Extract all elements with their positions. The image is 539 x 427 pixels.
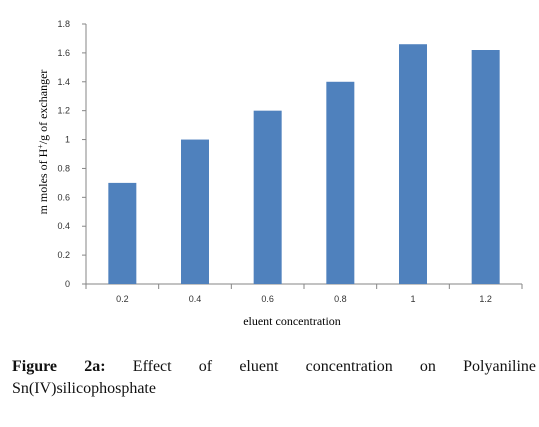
y-tick-label: 0.6 <box>57 192 70 202</box>
x-tick-label: 0.2 <box>116 294 129 304</box>
y-tick-label: 0.8 <box>57 163 70 173</box>
bar-0.6 <box>253 110 282 285</box>
x-axis-title: eluent concentration <box>243 314 341 328</box>
bar-1.2 <box>471 50 500 284</box>
x-axis-ticks: 0.2 0.4 0.6 0.8 1 1.2 <box>85 284 523 304</box>
bar-0.4 <box>181 139 209 284</box>
bar-chart: 0 0.2 0.4 0.6 0.8 1 1.2 1.4 1.6 1.8 0.2 0.4 0.6 0.8 1… <box>36 19 523 328</box>
caption-text-2: Sn(IV)silicophosphate <box>12 380 156 397</box>
y-tick-label: 0.4 <box>57 221 70 231</box>
x-tick-label: 0.6 <box>261 294 274 304</box>
y-tick-label: 1.8 <box>57 19 70 29</box>
bar-0.2 <box>108 182 137 284</box>
bar-0.8 <box>326 81 355 285</box>
y-tick-label: 1.2 <box>57 106 70 116</box>
x-tick-label: 1.2 <box>479 294 492 304</box>
y-tick-label: 1 <box>65 135 70 145</box>
y-tick-label: 1.6 <box>57 48 70 58</box>
caption-label: Figure 2a: <box>12 358 106 375</box>
y-tick-label: 0.2 <box>57 250 70 260</box>
y-axis-title: m moles of H+/g of exchanger <box>36 70 50 215</box>
x-tick-label: 1 <box>410 294 415 304</box>
y-tick-label: 1.4 <box>57 77 70 87</box>
bar-1 <box>399 44 427 284</box>
y-tick-label: 0 <box>65 279 70 289</box>
x-tick-label: 0.4 <box>189 294 202 304</box>
caption-text-1: Effect of eluent concentration on Polyan… <box>132 358 537 375</box>
caption-line-1: Figure 2a: Effect of eluent concentratio… <box>12 356 536 378</box>
figure-caption: Figure 2a: Effect of eluent concentratio… <box>12 356 536 400</box>
x-tick-label: 0.8 <box>334 294 347 304</box>
bars <box>108 44 500 285</box>
y-axis-ticks: 0 0.2 0.4 0.6 0.8 1 1.2 1.4 1.6 1.8 <box>57 19 86 289</box>
